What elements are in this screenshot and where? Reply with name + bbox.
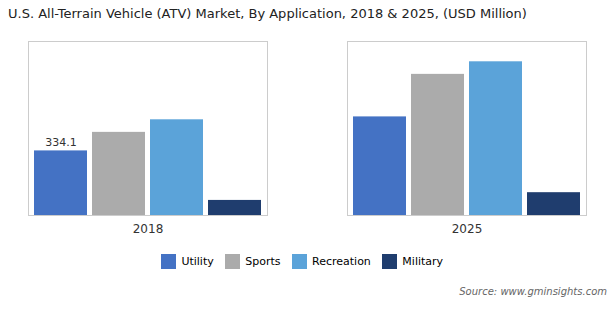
html-text:Sports: Sports [245,255,281,268]
html-text:Recreation: Recreation [312,255,371,268]
html-text:Source: www.gminsights.com: Source: www.gminsights.com [459,285,607,297]
html-text:U.S. All-Terrain Vehicle (ATV): U.S. All-Terrain Vehicle (ATV) Market, B… [8,6,527,21]
svg-text:2025: 2025 [452,222,483,236]
html-text:Utility: Utility [181,255,214,268]
svg-text:334.1: 334.1 [45,136,77,149]
svg-text:2018: 2018 [133,222,164,236]
html-text:Military: Military [402,255,444,268]
